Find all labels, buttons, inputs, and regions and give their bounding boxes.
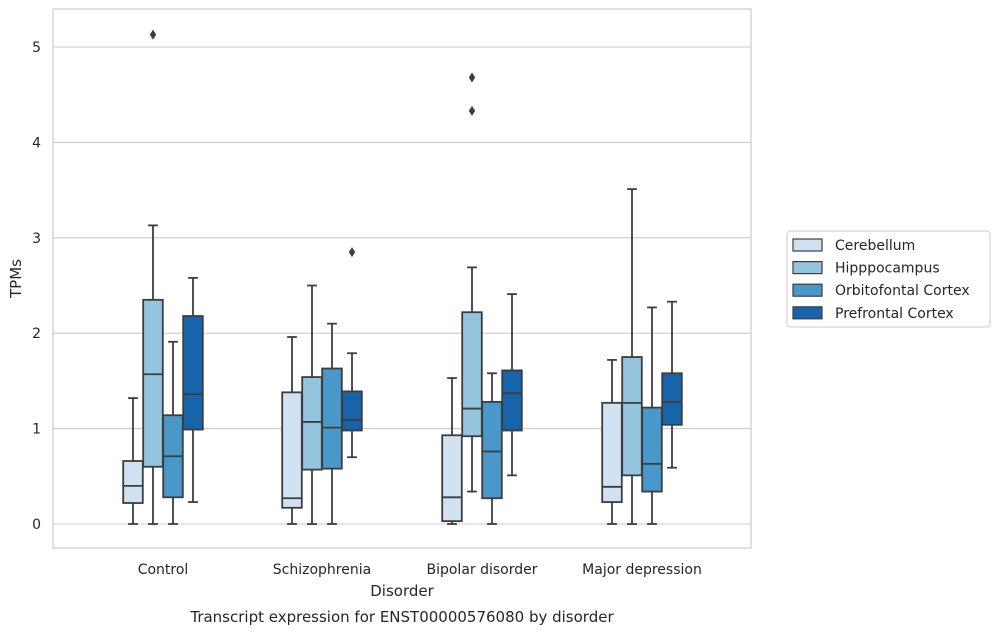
iqr-box xyxy=(481,400,503,500)
chart-title: Transcript expression for ENST0000057608… xyxy=(189,608,614,626)
outlier-point xyxy=(149,29,157,40)
legend-frame xyxy=(786,230,991,328)
y-tick-labels: 0 1 2 3 4 5 xyxy=(32,40,41,533)
legend-swatch-prefrontal-cortex xyxy=(792,306,823,320)
box-prefrontal-cortex-major-depression xyxy=(661,300,683,469)
x-axis-title: Disorder xyxy=(370,582,434,600)
legend-swatch-cerebellum xyxy=(792,238,823,252)
box-orbitofontal-cortex-control xyxy=(162,340,184,525)
y-tick-label: 4 xyxy=(32,135,41,151)
outlier-point xyxy=(348,247,356,258)
box-prefrontal-cortex-schizophrenia xyxy=(341,247,363,459)
iqr-box xyxy=(142,298,164,468)
y-tick-label: 1 xyxy=(32,422,41,438)
iqr-box xyxy=(441,434,463,523)
x-tick-label: Bipolar disorder xyxy=(426,562,537,578)
box-orbitofontal-cortex-schizophrenia xyxy=(321,322,343,525)
y-tick-label: 0 xyxy=(32,517,41,533)
box-cerebellum-control xyxy=(122,397,144,525)
iqr-box xyxy=(281,391,303,509)
box-prefrontal-cortex-bipolar-disorder xyxy=(501,293,523,477)
iqr-box xyxy=(321,367,343,470)
x-tick-label: Major depression xyxy=(582,562,702,578)
legend-label-hippocampus: Hipppocampus xyxy=(835,261,940,277)
iqr-box xyxy=(661,372,683,426)
box-series xyxy=(122,29,683,525)
iqr-box xyxy=(501,369,523,432)
iqr-box xyxy=(301,376,323,471)
box-hipppocampus-bipolar-disorder xyxy=(461,72,483,493)
box-orbitofontal-cortex-major-depression xyxy=(641,306,663,525)
box-hipppocampus-control xyxy=(142,29,164,525)
box-hipppocampus-schizophrenia xyxy=(301,284,323,525)
iqr-box xyxy=(641,406,663,493)
x-tick-label: Schizophrenia xyxy=(273,562,371,578)
y-tick-label: 3 xyxy=(32,231,41,247)
x-tick-label: Control xyxy=(138,562,189,578)
box-orbitofontal-cortex-bipolar-disorder xyxy=(481,372,503,525)
legend: Cerebellum Hipppocampus Orbitofontal Cor… xyxy=(786,230,991,328)
box-cerebellum-bipolar-disorder xyxy=(441,377,463,525)
iqr-box xyxy=(122,460,144,504)
box-hipppocampus-major-depression xyxy=(621,188,643,525)
y-axis-title: TPMs xyxy=(7,259,25,299)
legend-swatch-orbitofrontal-cortex xyxy=(792,283,823,297)
legend-label-cerebellum: Cerebellum xyxy=(835,238,915,254)
legend-label-orbitofrontal-cortex: Orbitofontal Cortex xyxy=(835,283,970,299)
y-tick-label: 2 xyxy=(32,326,41,342)
iqr-box xyxy=(341,390,363,432)
legend-label-prefrontal-cortex: Prefrontal Cortex xyxy=(835,306,954,322)
x-tick-labels: Control Schizophrenia Bipolar disorder Majo… xyxy=(138,562,702,578)
plot-frame xyxy=(52,8,752,549)
iqr-box xyxy=(182,315,204,431)
box-prefrontal-cortex-control xyxy=(182,276,204,503)
box-cerebellum-major-depression xyxy=(601,359,623,525)
iqr-box xyxy=(461,311,483,438)
outlier-point xyxy=(468,105,476,116)
box-cerebellum-schizophrenia xyxy=(281,336,303,525)
y-tick-label: 5 xyxy=(32,40,41,56)
legend-swatch-hippocampus xyxy=(792,261,823,275)
outlier-point xyxy=(468,72,476,83)
iqr-box xyxy=(621,356,643,477)
